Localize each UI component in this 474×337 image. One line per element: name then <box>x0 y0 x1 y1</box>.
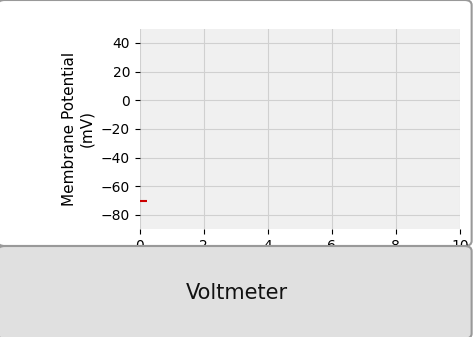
Text: Voltmeter: Voltmeter <box>186 283 288 303</box>
Y-axis label: Membrane Potential
(mV): Membrane Potential (mV) <box>62 52 94 206</box>
X-axis label: Time (msec): Time (msec) <box>252 258 347 273</box>
